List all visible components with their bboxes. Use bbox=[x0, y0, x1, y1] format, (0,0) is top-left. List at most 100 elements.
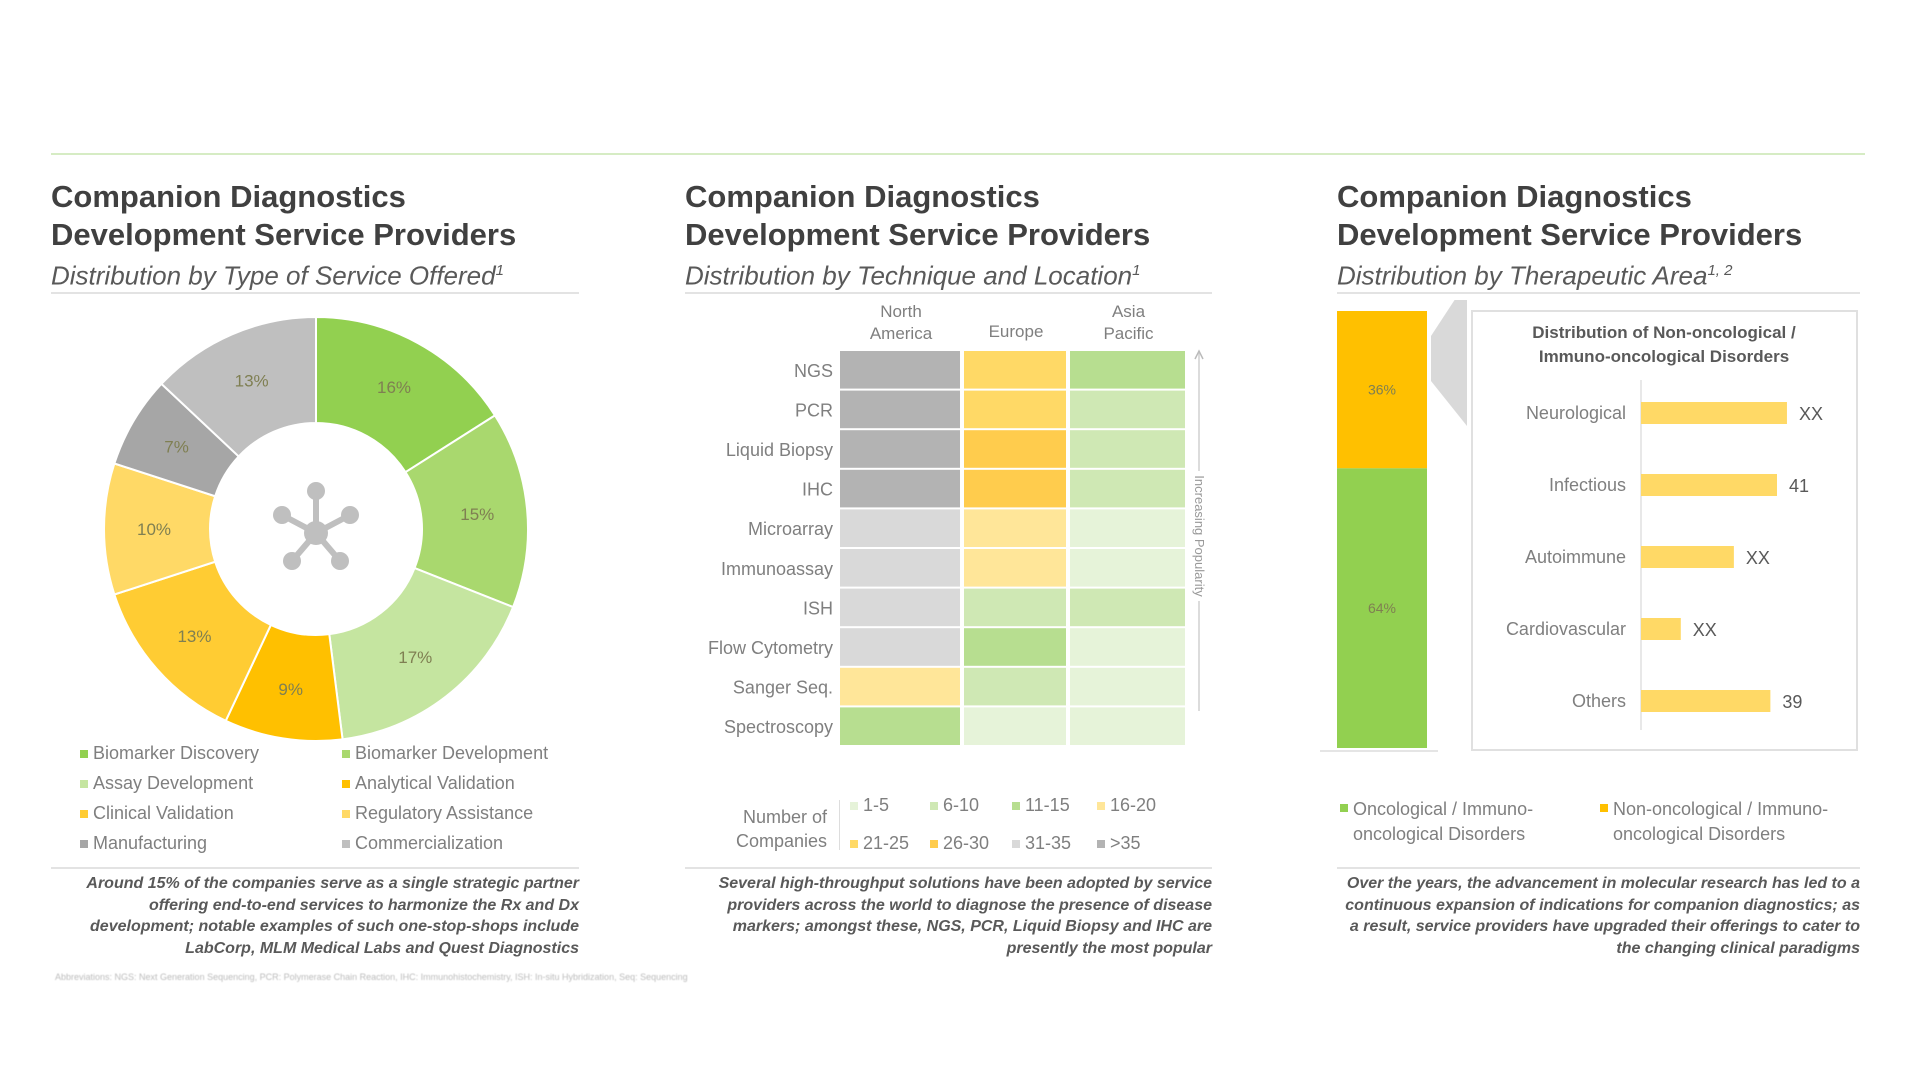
column-header-line: Europe bbox=[989, 322, 1044, 341]
callout-connector bbox=[1431, 300, 1467, 426]
legend-swatch bbox=[80, 839, 88, 848]
subtitle-divider bbox=[685, 292, 1212, 294]
stacked-bar-segment bbox=[1337, 311, 1427, 469]
legend-item: >35 bbox=[1097, 833, 1141, 854]
legend-label: >35 bbox=[1110, 833, 1141, 853]
legend-title: Number of Companies bbox=[735, 807, 827, 851]
legend-swatch bbox=[342, 809, 350, 818]
heatmap-cell bbox=[964, 549, 1066, 587]
donut-slice bbox=[160, 315, 317, 458]
legend-item: 6-10 bbox=[930, 795, 979, 816]
heatmap-cell bbox=[964, 509, 1066, 547]
legend-label: Regulatory Assistance bbox=[355, 803, 534, 823]
column-header: North America bbox=[870, 302, 933, 343]
legend-item: 16-20 bbox=[1097, 795, 1156, 816]
legend-item: Assay Development bbox=[80, 773, 253, 794]
arrow-up-icon bbox=[1194, 349, 1204, 360]
panel-note: Several high-throughput solutions have b… bbox=[718, 875, 1212, 957]
legend-label: 26-30 bbox=[943, 833, 990, 853]
legend-swatch bbox=[1340, 804, 1348, 812]
legend-swatch bbox=[80, 809, 88, 818]
bar bbox=[1641, 546, 1734, 568]
heatmap-cell bbox=[964, 628, 1066, 666]
legend-item: Biomarker Discovery bbox=[80, 743, 259, 764]
subtitle-footnote-mark: 1, 2 bbox=[1707, 262, 1733, 279]
breakdown-box bbox=[1471, 310, 1858, 751]
column-header-line: Pacific bbox=[1103, 324, 1154, 343]
top-divider bbox=[51, 153, 1865, 155]
legend-label: 1-5 bbox=[863, 795, 890, 815]
title-line-1: Companion Diagnostics bbox=[51, 179, 406, 214]
row-label: Spectroscopy bbox=[724, 717, 833, 737]
legend-item: Clinical Validation bbox=[80, 803, 234, 824]
subtitle-text: Distribution by Therapeutic Area bbox=[1337, 260, 1708, 291]
column-header-line: America bbox=[870, 324, 933, 343]
legend-label: Clinical Validation bbox=[93, 803, 234, 823]
heatmap-cell bbox=[840, 351, 960, 389]
title-line-2: Development Service Providers bbox=[685, 217, 1151, 252]
column-header: Asia Pacific bbox=[1103, 302, 1154, 343]
bar bbox=[1641, 474, 1777, 496]
donut-slice bbox=[328, 566, 515, 741]
row-label: Flow Cytometry bbox=[708, 638, 833, 658]
subtitle-footnote-mark: 1 bbox=[1132, 262, 1141, 279]
bar-category-label: Cardiovascular bbox=[1506, 619, 1626, 639]
segment-label: 36% bbox=[1368, 382, 1396, 398]
heatmap-cell bbox=[964, 588, 1066, 627]
heatmap-cell bbox=[840, 549, 960, 587]
legend-item: Oncological / Immuno-oncological Disorde… bbox=[1340, 797, 1563, 847]
legend-swatch bbox=[1097, 801, 1105, 810]
panel-subtitle: Distribution by Type of Service Offered1 bbox=[51, 255, 504, 292]
legend-label: 16-20 bbox=[1110, 795, 1157, 815]
heatmap-cell bbox=[840, 469, 960, 508]
heatmap-cell bbox=[840, 430, 960, 468]
legend-label: 21-25 bbox=[863, 833, 910, 853]
heatmap-cell bbox=[1070, 667, 1185, 706]
service-type-donut-chart: 16% 15% 17% 9% 13% 10% 7% 13% bbox=[103, 315, 529, 742]
row-label: Sanger Seq. bbox=[733, 678, 833, 698]
heatmap-cell bbox=[1070, 509, 1185, 547]
legend-swatch bbox=[342, 779, 350, 788]
therapeutic-area-chart: 36% 64% Distribution of Non-oncological / I… bbox=[1320, 300, 1858, 752]
legend-swatch bbox=[1097, 839, 1105, 848]
subtitle-text: Distribution by Type of Service Offered bbox=[51, 260, 496, 291]
bar-value-label: 41 bbox=[1789, 476, 1809, 496]
heatmap-cell bbox=[1070, 430, 1185, 468]
panel-title: Companion Diagnostics Development Service… bbox=[51, 178, 516, 254]
legend-item: Analytical Validation bbox=[342, 773, 515, 794]
row-label: IHC bbox=[802, 480, 833, 500]
legend-swatch bbox=[80, 749, 88, 758]
stacked-bar-segment bbox=[1337, 468, 1427, 748]
legend-item: Commercialization bbox=[342, 833, 503, 854]
legend-swatch bbox=[1012, 839, 1020, 848]
bar-category-label: Neurological bbox=[1526, 403, 1626, 423]
heatmap-cell bbox=[840, 588, 960, 627]
heatmap-cell bbox=[1070, 707, 1185, 745]
heatmap-cell bbox=[1070, 628, 1185, 666]
subtitle-divider bbox=[1337, 292, 1860, 294]
slice-label: 10% bbox=[137, 520, 171, 539]
legend-label: Analytical Validation bbox=[355, 773, 515, 793]
heatmap-cell bbox=[1070, 351, 1185, 389]
panel-title: Companion Diagnostics Development Service… bbox=[1337, 178, 1802, 254]
legend-item: Regulatory Assistance bbox=[342, 803, 533, 824]
note-divider bbox=[1337, 867, 1860, 869]
row-label: PCR bbox=[795, 400, 833, 420]
title-line-1: Companion Diagnostics bbox=[685, 179, 1040, 214]
row-label: Microarray bbox=[748, 519, 833, 539]
legend-label: Assay Development bbox=[93, 773, 254, 793]
legend-label: 6-10 bbox=[943, 795, 980, 815]
row-label: NGS bbox=[794, 361, 833, 381]
legend-item: 26-30 bbox=[930, 833, 989, 854]
panel-subtitle: Distribution by Technique and Location1 bbox=[685, 255, 1140, 292]
note-divider bbox=[51, 867, 579, 869]
legend-label: Commercialization bbox=[355, 833, 504, 853]
heatmap-cell bbox=[964, 390, 1066, 429]
legend-swatch bbox=[850, 839, 858, 848]
subtitle-divider bbox=[51, 292, 579, 294]
panel-note: Over the years, the advancement in molec… bbox=[1345, 875, 1860, 957]
legend-item: Non-oncological / Immuno-oncological Dis… bbox=[1600, 797, 1863, 847]
panel-title: Companion Diagnostics Development Service… bbox=[685, 178, 1150, 254]
column-header-line: Asia bbox=[1112, 302, 1146, 321]
legend-swatch bbox=[850, 801, 858, 810]
